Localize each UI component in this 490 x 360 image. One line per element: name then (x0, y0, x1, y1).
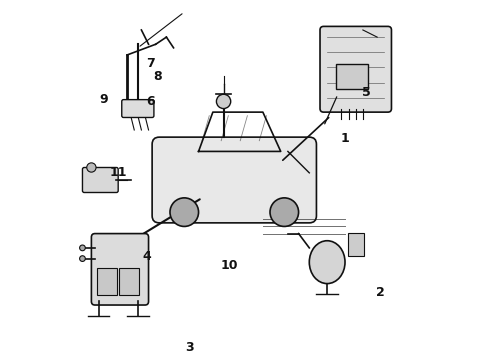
Text: 2: 2 (376, 286, 385, 299)
Text: 11: 11 (109, 166, 127, 179)
Circle shape (170, 198, 198, 226)
Circle shape (79, 245, 85, 251)
FancyBboxPatch shape (320, 26, 392, 112)
Circle shape (87, 163, 96, 172)
FancyBboxPatch shape (98, 268, 118, 296)
Text: 7: 7 (146, 57, 155, 71)
Ellipse shape (309, 241, 345, 284)
Text: 6: 6 (146, 95, 155, 108)
Text: 8: 8 (153, 70, 162, 83)
Text: 10: 10 (220, 259, 238, 272)
Text: 1: 1 (341, 132, 349, 145)
FancyBboxPatch shape (347, 233, 364, 256)
Circle shape (270, 198, 298, 226)
Circle shape (79, 256, 85, 261)
Text: 9: 9 (99, 93, 108, 106)
Text: 5: 5 (362, 86, 371, 99)
FancyBboxPatch shape (152, 137, 317, 223)
Text: 3: 3 (185, 341, 194, 354)
FancyBboxPatch shape (336, 64, 368, 89)
FancyBboxPatch shape (119, 268, 139, 296)
FancyBboxPatch shape (92, 234, 148, 305)
FancyBboxPatch shape (122, 100, 154, 117)
FancyBboxPatch shape (82, 167, 118, 193)
Circle shape (217, 94, 231, 109)
Text: 4: 4 (143, 250, 151, 263)
